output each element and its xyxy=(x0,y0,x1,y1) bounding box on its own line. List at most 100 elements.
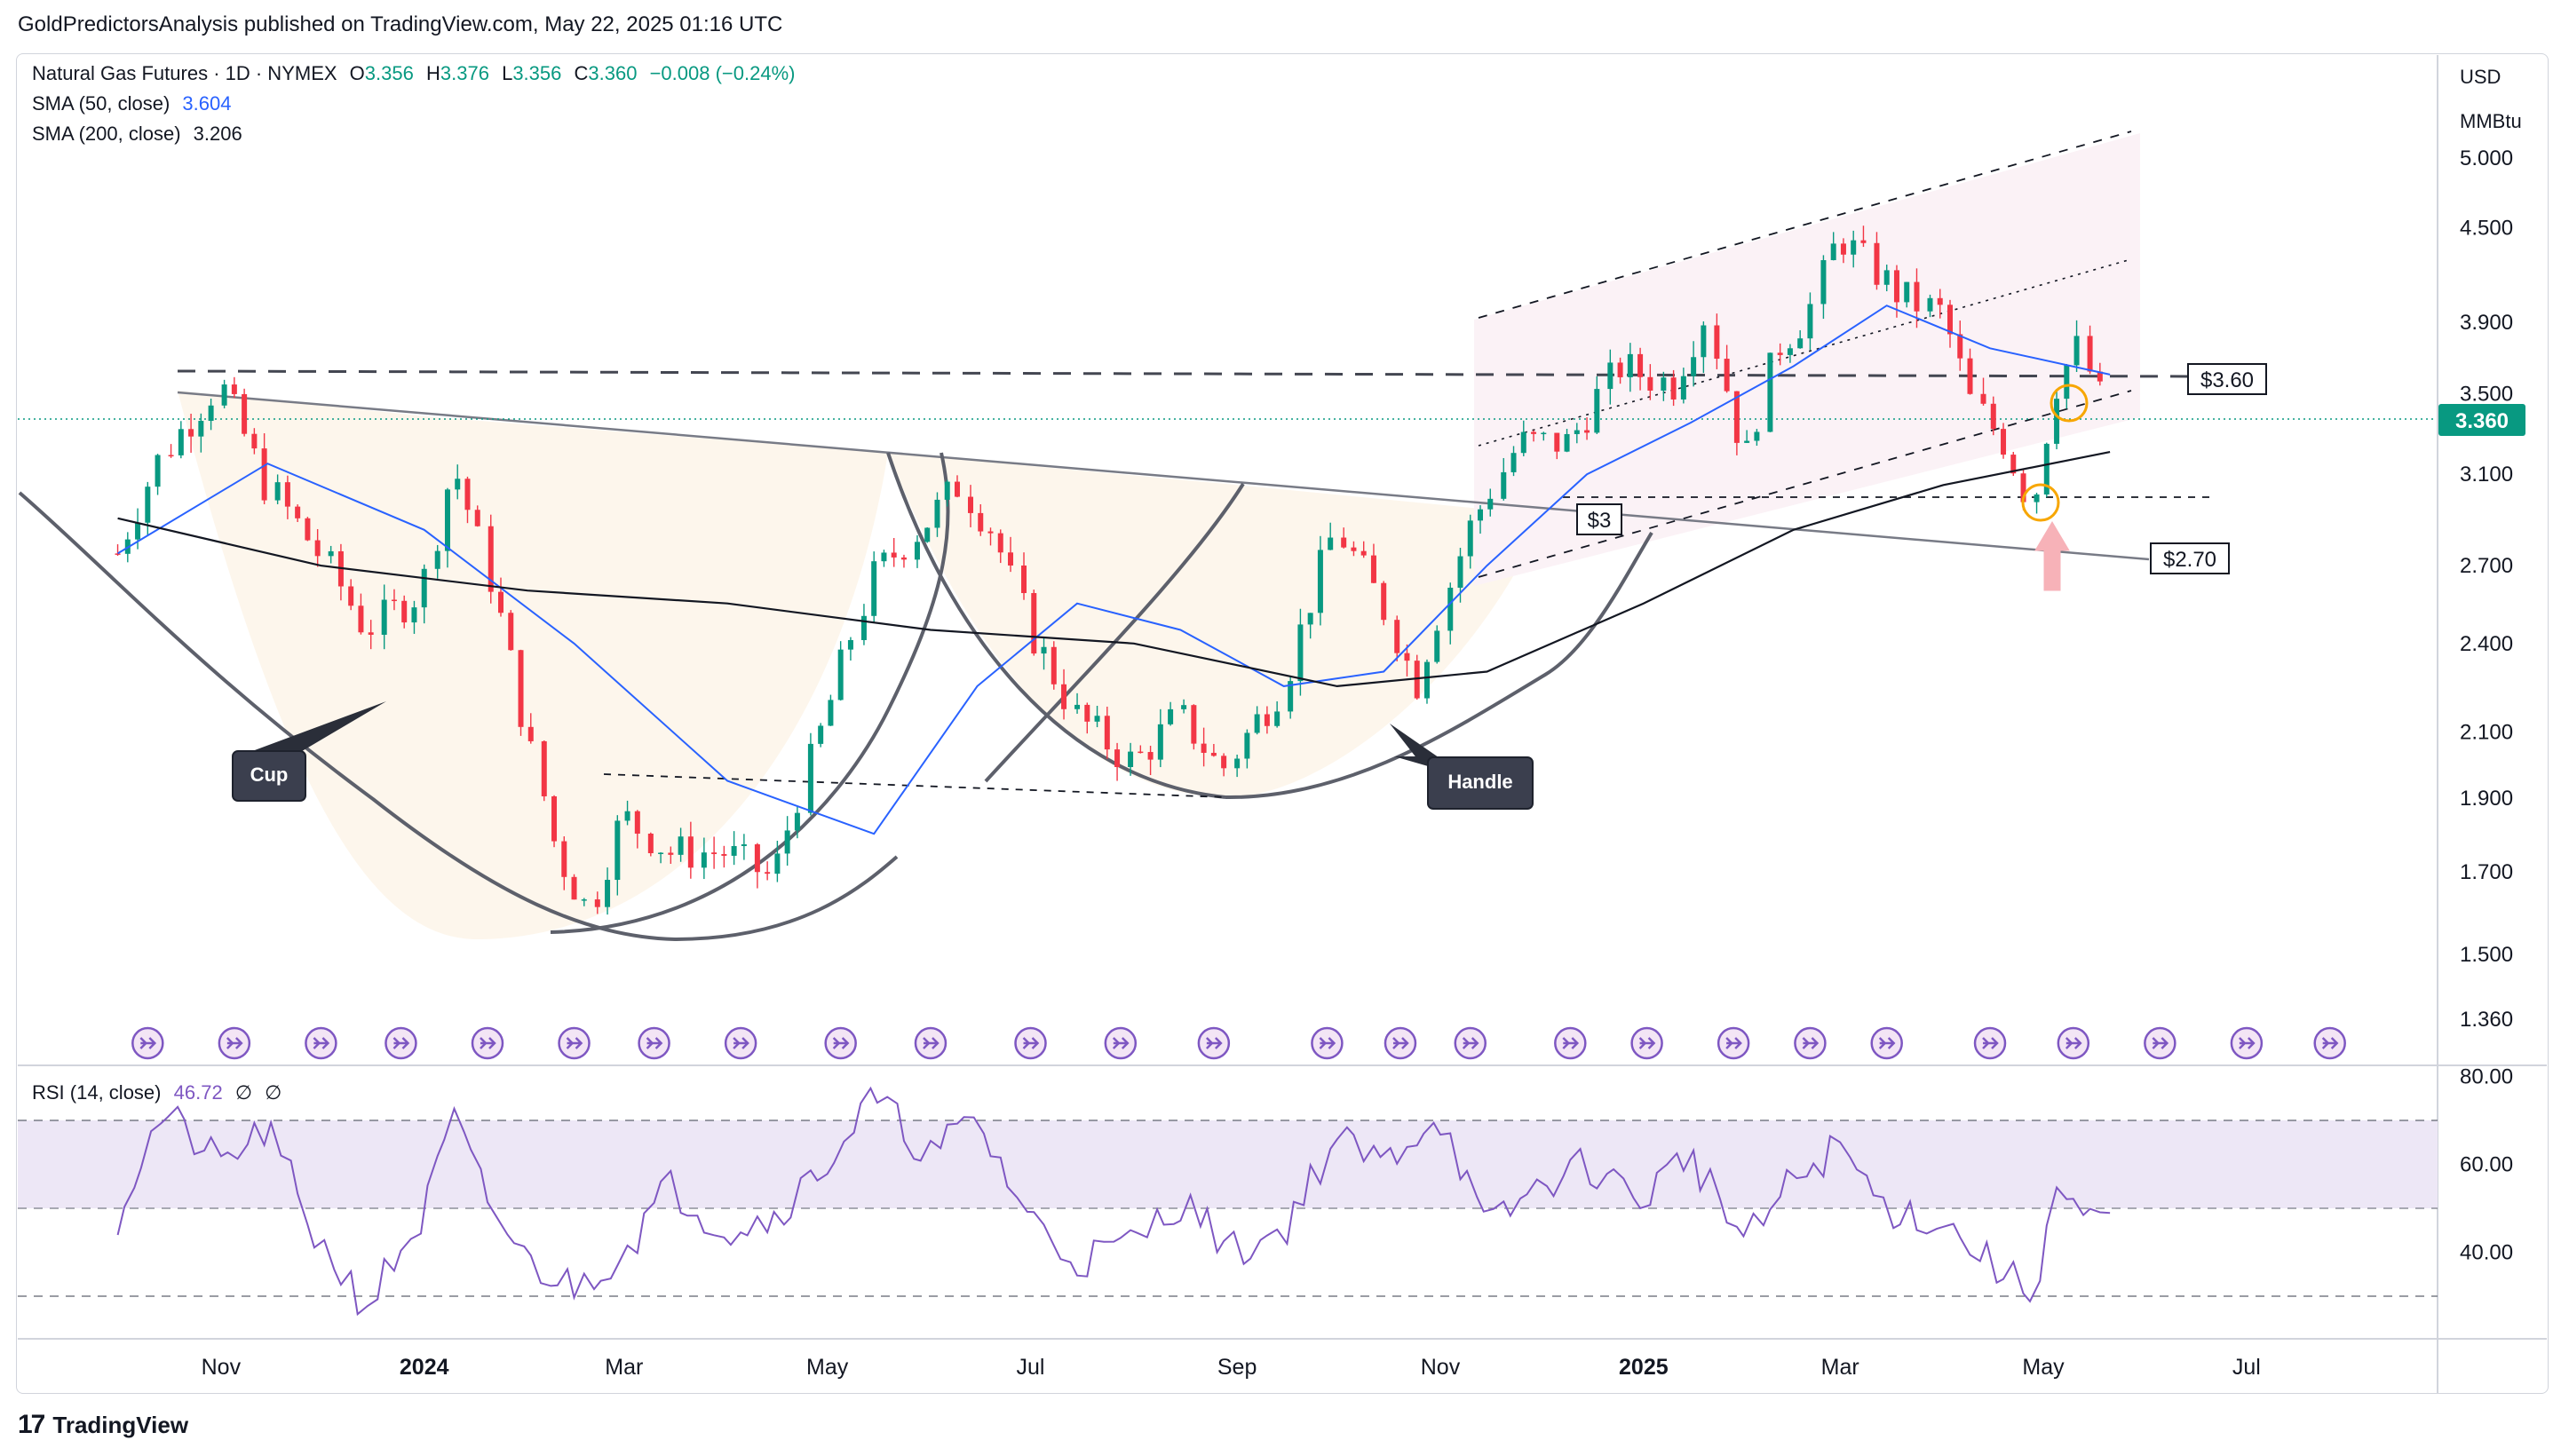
candle-body xyxy=(1008,552,1014,566)
candle-body xyxy=(634,811,640,835)
rsi-line xyxy=(116,1086,2111,1317)
candle-body xyxy=(1637,353,1644,377)
price-tick-label: 1.700 xyxy=(2460,860,2513,884)
unit-label[interactable]: MMBtu xyxy=(2460,110,2522,132)
candle-body xyxy=(978,512,984,532)
candle-body xyxy=(1754,431,1760,441)
level-3-badge: $3 xyxy=(1576,503,1622,535)
time-tick-label: Jul xyxy=(2232,1355,2261,1380)
candle-body xyxy=(1210,752,1217,756)
candle-body xyxy=(455,479,461,490)
price-tick-label: 1.500 xyxy=(2460,943,2513,967)
dividend-event-icon[interactable] xyxy=(2230,1026,2264,1060)
candle-body xyxy=(934,499,940,528)
dividend-event-icon[interactable] xyxy=(2313,1026,2346,1060)
dividend-event-icon[interactable] xyxy=(1630,1026,1663,1060)
candle-body xyxy=(1254,714,1260,733)
dividend-event-icon[interactable] xyxy=(1384,1026,1417,1060)
dividend-event-icon[interactable] xyxy=(724,1026,757,1060)
dividend-event-icon[interactable] xyxy=(471,1026,504,1060)
candle-body xyxy=(1104,716,1110,750)
candle-body xyxy=(1990,403,1996,430)
candle-body xyxy=(1370,555,1376,583)
candle-body xyxy=(2054,399,2060,444)
neckline xyxy=(177,391,2150,561)
dividend-event-icon[interactable] xyxy=(1870,1026,1903,1060)
price-tick-label: 5.000 xyxy=(2460,146,2513,170)
candle-body xyxy=(401,600,408,623)
dividend-event-icon[interactable] xyxy=(218,1026,251,1060)
candle-body xyxy=(967,496,973,513)
price-tick-label: 4.500 xyxy=(2460,216,2513,240)
candle-body xyxy=(1554,432,1560,452)
dividend-event-icon[interactable] xyxy=(1554,1026,1587,1060)
dividend-event-icon[interactable] xyxy=(1197,1026,1231,1060)
candle-body xyxy=(1510,453,1517,472)
candle-body xyxy=(1584,430,1590,433)
dividend-event-icon[interactable] xyxy=(385,1026,417,1060)
footer-brand[interactable]: 17 TradingView xyxy=(18,1410,188,1440)
dividend-event-icon[interactable] xyxy=(1973,1026,2007,1060)
candle-body xyxy=(1874,242,1880,285)
rsi-tick-label: 40.00 xyxy=(2460,1241,2513,1265)
dividend-event-icon[interactable] xyxy=(2057,1026,2090,1060)
sma200-line xyxy=(117,451,2111,688)
chart-frame xyxy=(16,53,2549,1394)
time-axis[interactable]: Nov 2024 Mar May Jul Sep Nov 2025 Mar May Jul xyxy=(202,1355,2261,1380)
candle-body xyxy=(498,591,503,613)
sma200-legend: SMA (200, close) 3.206 xyxy=(32,123,242,146)
candle-body xyxy=(1244,732,1250,759)
dividend-event-icon[interactable] xyxy=(2144,1026,2176,1060)
dividend-event-icon[interactable] xyxy=(1717,1026,1750,1060)
level-270-badge: $2.70 xyxy=(2150,542,2230,574)
time-tick-label: Jul xyxy=(1017,1355,1045,1380)
candle-body xyxy=(1767,352,1773,432)
candle-body xyxy=(1594,389,1600,433)
candle-body xyxy=(891,552,897,558)
dividend-event-icon[interactable] xyxy=(1794,1026,1827,1060)
rsi-axis[interactable]: 80.00 60.00 40.00 xyxy=(2460,1065,2513,1265)
dividend-event-icon[interactable] xyxy=(1014,1026,1047,1060)
candle-body xyxy=(1360,550,1367,556)
candle-body xyxy=(997,533,1003,553)
candle-body xyxy=(668,852,674,855)
dividend-event-icon[interactable] xyxy=(824,1026,857,1060)
candle-body xyxy=(348,586,354,606)
tradingview-logo-icon: 17 xyxy=(18,1410,45,1439)
candle-body xyxy=(358,605,364,633)
dividend-event-icon[interactable] xyxy=(558,1026,591,1060)
candle-body xyxy=(924,527,931,542)
candle-body xyxy=(274,482,281,501)
candle-body xyxy=(188,429,194,437)
rsi-legend: RSI (14, close) 46.72 ∅ ∅ xyxy=(32,1081,281,1104)
dividend-event-icon[interactable] xyxy=(1311,1026,1344,1060)
candle-body xyxy=(527,726,534,741)
rsi-tick-label: 80.00 xyxy=(2460,1065,2513,1089)
price-axis[interactable]: 5.000 4.500 3.900 3.500 3.100 2.700 2.400 2.100… xyxy=(2460,146,2513,1032)
candle-body xyxy=(1830,243,1836,261)
candle-body xyxy=(1434,630,1440,662)
dividend-event-icon[interactable] xyxy=(1454,1026,1487,1060)
price-tick-label: 2.400 xyxy=(2460,632,2513,656)
candle-body xyxy=(2064,365,2070,400)
price-tick-label: 3.900 xyxy=(2460,311,2513,335)
candle-body xyxy=(1914,281,1920,312)
dividend-event-icon[interactable] xyxy=(638,1026,670,1060)
candle-body xyxy=(508,613,514,651)
candle-body xyxy=(284,482,290,507)
candle-body xyxy=(1564,433,1570,452)
dividend-event-icon[interactable] xyxy=(914,1026,947,1060)
candle-body xyxy=(1264,714,1270,726)
candle-body xyxy=(1904,281,1910,303)
currency-label[interactable]: USD xyxy=(2460,66,2502,88)
sma50-value: 3.604 xyxy=(182,92,232,115)
dividend-event-icon[interactable] xyxy=(1104,1026,1138,1060)
candle-body xyxy=(541,740,547,796)
dividend-event-icon[interactable] xyxy=(305,1026,337,1060)
publisher-line: GoldPredictorsAnalysis published on Trad… xyxy=(18,12,783,36)
dividend-event-icon[interactable] xyxy=(131,1026,164,1060)
event-markers[interactable] xyxy=(131,1026,2346,1060)
candle-body xyxy=(1957,334,1963,359)
rsi-value: 46.72 xyxy=(173,1081,223,1104)
